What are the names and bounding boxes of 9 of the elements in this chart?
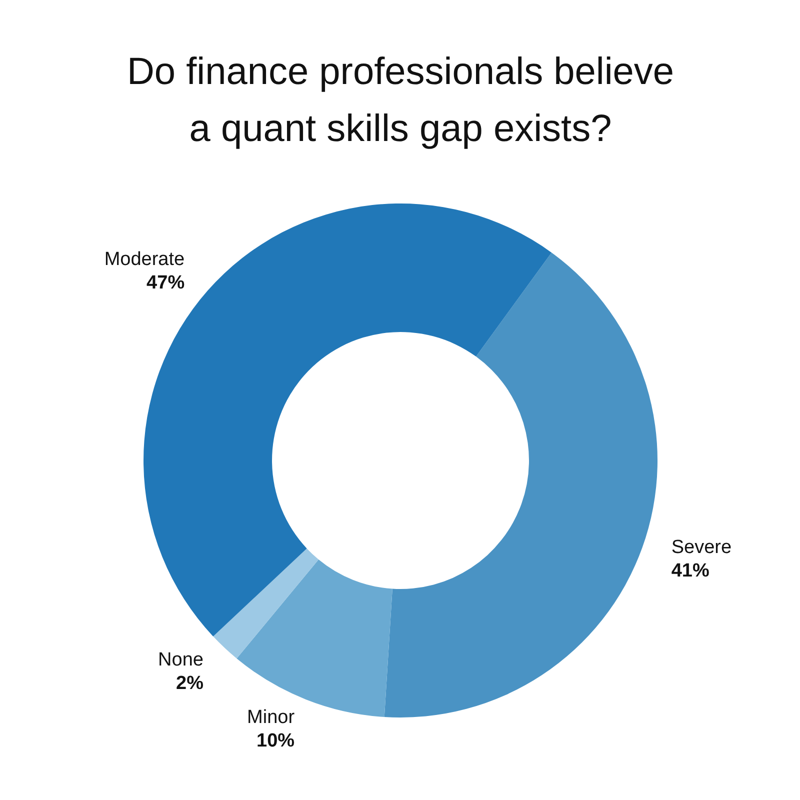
slice-label: Minor [247, 707, 296, 728]
slice-label: Moderate [104, 249, 185, 270]
chart-title: Do finance professionals believe a quant skills gap exists? [126, 51, 674, 150]
data-label: 41% [671, 560, 710, 582]
slice-label: None [158, 649, 204, 670]
data-label: 10% [256, 730, 295, 752]
data-label: 2% [176, 672, 204, 694]
data-label: 47% [146, 272, 185, 294]
slice-label: Severe [671, 537, 732, 558]
